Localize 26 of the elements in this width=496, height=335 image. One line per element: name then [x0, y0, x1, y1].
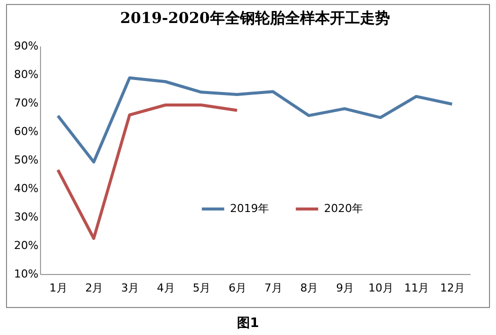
legend-label: 2019年 — [230, 202, 269, 215]
y-tick-label: 60% — [14, 125, 38, 138]
x-tick-label: 7月 — [264, 282, 282, 294]
y-tick-label: 90% — [14, 40, 38, 52]
caption-text: 图1 — [236, 315, 260, 332]
line-series — [56, 76, 454, 164]
y-tick-label: 30% — [14, 210, 38, 224]
y-tick-label: 20% — [14, 239, 38, 252]
y-tick-label: 10% — [14, 268, 38, 280]
x-tick-label: 2月 — [85, 282, 104, 294]
x-tick-label: 9月 — [336, 282, 354, 294]
x-tick-label: 6月 — [228, 282, 247, 294]
x-tick-label: 4月 — [156, 282, 175, 294]
x-tick-label: 10月 — [368, 282, 394, 294]
y-tick-label: 80% — [14, 68, 38, 81]
x-tick-label: 12月 — [440, 282, 466, 294]
x-tick-label: 11月 — [404, 282, 430, 294]
y-tick-label: 50% — [14, 154, 38, 166]
chart-title: 2019-2020年全钢轮胎全样本开工走势 — [120, 9, 390, 27]
y-tick-label: 40% — [14, 182, 38, 195]
y-tick-label: 70% — [14, 96, 38, 110]
x-tick-label: 3月 — [121, 282, 140, 294]
x-tick-label: 8月 — [300, 282, 318, 294]
legend-label: 2020年 — [324, 202, 363, 215]
x-tick-label: 1月 — [49, 282, 68, 294]
x-tick-label: 5月 — [192, 282, 211, 294]
